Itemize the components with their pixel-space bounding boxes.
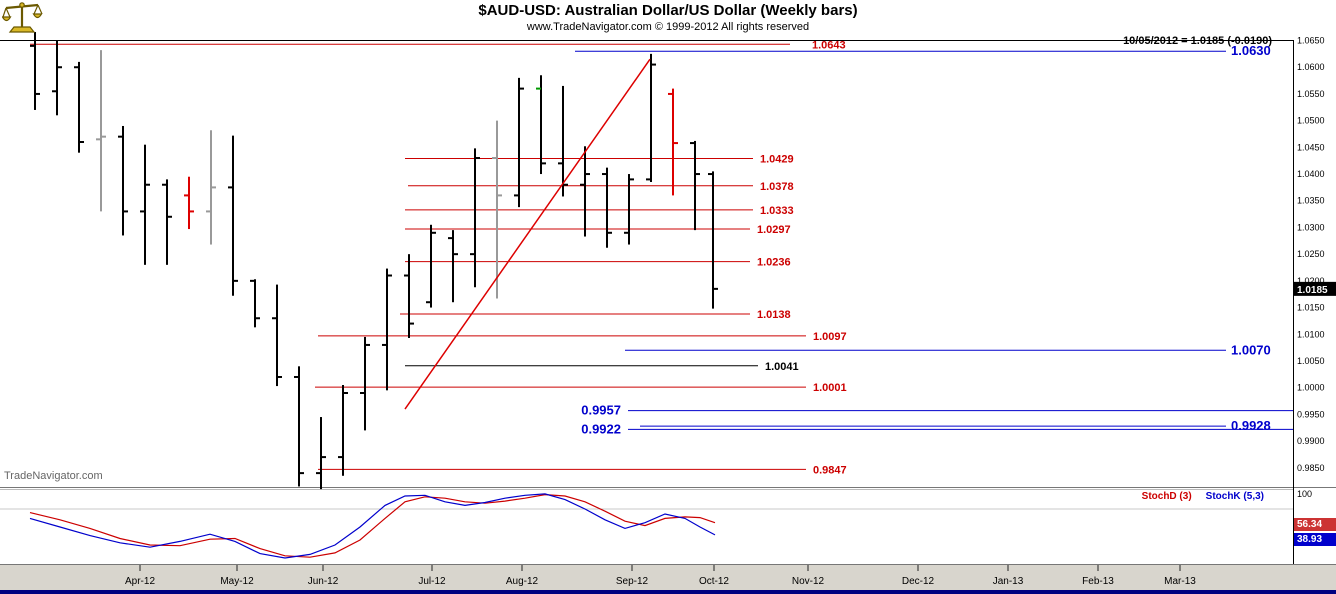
- price-axis-label: 1.0000: [1297, 383, 1325, 393]
- level-label: 1.0138: [757, 309, 791, 321]
- price-axis-label: 1.0650: [1297, 36, 1325, 46]
- date-axis-strip: [0, 565, 1336, 590]
- price-axis-label: 1.0100: [1297, 329, 1325, 339]
- trade-navigator-logo-icon: [1, 0, 44, 39]
- date-label: Apr-12: [125, 576, 155, 587]
- price-axis-label: 1.0300: [1297, 222, 1325, 232]
- last-quote-readout: 10/05/2012 = 1.0185 (-0.0190): [1123, 35, 1272, 47]
- date-label: Jun-12: [308, 576, 339, 587]
- level-label: 0.9928: [1231, 418, 1271, 433]
- level-label: 1.0378: [760, 181, 794, 193]
- stoch-legend: StochD (3) StochK (5,3): [1142, 491, 1264, 502]
- price-axis-label: 1.0500: [1297, 116, 1325, 126]
- chart-title: $AUD-USD: Australian Dollar/US Dollar (W…: [478, 2, 858, 19]
- level-label: 0.9847: [813, 464, 847, 476]
- bottom-navy-strip: [0, 590, 1336, 594]
- price-axis-label: 0.9900: [1297, 436, 1325, 446]
- price-axis-label: 1.0150: [1297, 303, 1325, 313]
- level-label: 1.0630: [1231, 43, 1271, 58]
- price-axis-label: 1.0450: [1297, 142, 1325, 152]
- level-label: 0.9922: [581, 421, 621, 436]
- date-label: Nov-12: [792, 576, 825, 587]
- date-label: Oct-12: [699, 576, 729, 587]
- date-label: Jan-13: [993, 576, 1024, 587]
- level-label: 1.0333: [760, 205, 794, 217]
- stochk-legend-label[interactable]: StochK (5,3): [1205, 491, 1264, 502]
- current-price-badge: [1294, 281, 1336, 296]
- date-label: Jul-12: [418, 576, 446, 587]
- price-axis-label: 1.0050: [1297, 356, 1325, 366]
- price-axis-label: 1.0350: [1297, 196, 1325, 206]
- price-axis-label: 1.0200: [1297, 276, 1325, 286]
- price-axis-label: 0.9950: [1297, 409, 1325, 419]
- current-price-text: 1.0185: [1297, 285, 1328, 296]
- level-label: 0.9957: [581, 403, 621, 418]
- date-label: Dec-12: [902, 576, 935, 587]
- trend-line[interactable]: [404, 58, 651, 410]
- price-axis-label: 1.0550: [1297, 89, 1325, 99]
- level-label: 1.0041: [765, 361, 799, 373]
- watermark-text: TradeNavigator.com: [4, 470, 103, 482]
- date-label: Mar-13: [1164, 576, 1196, 587]
- price-axis-label: 1.0600: [1297, 62, 1325, 72]
- stoch-scale-top-label: 100: [1297, 489, 1313, 499]
- price-axis-label: 1.0400: [1297, 169, 1325, 179]
- date-label: Aug-12: [506, 576, 539, 587]
- stochd-legend-label[interactable]: StochD (3): [1141, 491, 1192, 502]
- level-label: 1.0001: [813, 382, 847, 394]
- level-label: 1.0643: [812, 39, 846, 51]
- price-axis-label: 0.9850: [1297, 463, 1325, 473]
- level-label: 1.0297: [757, 224, 791, 236]
- copyright-subtitle: www.TradeNavigator.com © 1999-2012 All r…: [526, 21, 810, 33]
- stochd-value-badge: 56.34: [1294, 518, 1336, 531]
- level-label: 1.0097: [813, 331, 847, 343]
- level-label: 1.0236: [757, 257, 791, 269]
- date-label: May-12: [220, 576, 254, 587]
- stoch-line-stochk: [29, 493, 716, 559]
- stochk-value-badge: 38.93: [1294, 533, 1336, 546]
- level-label: 1.0429: [760, 154, 794, 166]
- date-label: Feb-13: [1082, 576, 1114, 587]
- price-axis-label: 1.0250: [1297, 249, 1325, 259]
- stoch-line-stochd: [29, 493, 716, 558]
- level-label: 1.0070: [1231, 342, 1271, 357]
- date-label: Sep-12: [616, 576, 649, 587]
